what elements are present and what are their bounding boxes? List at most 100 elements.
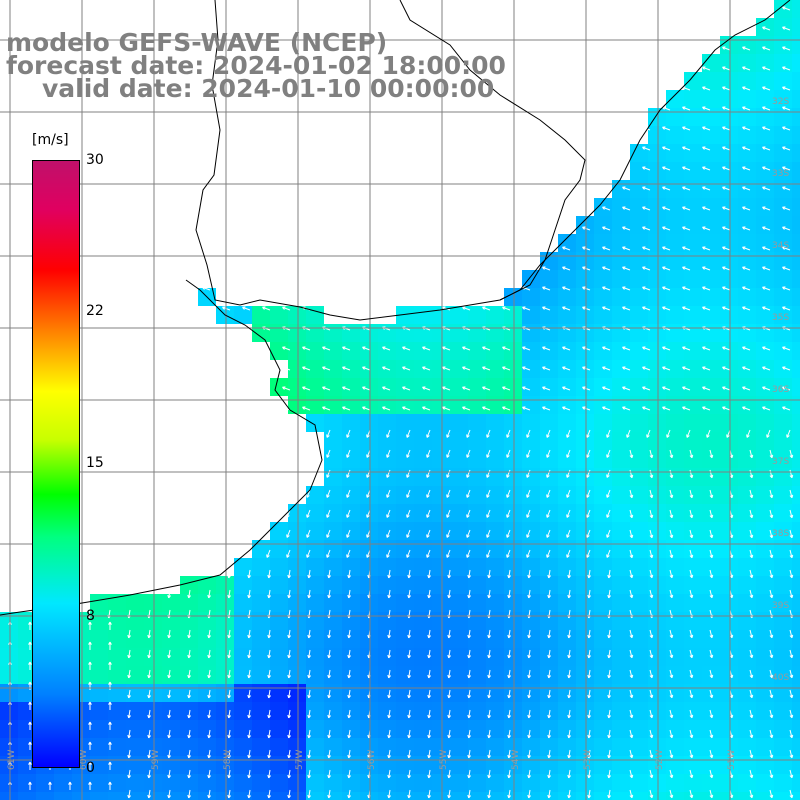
wind-arrow: [666, 429, 671, 438]
wind-arrow: [502, 406, 511, 411]
wind-cell: [360, 720, 378, 738]
wind-cell: [774, 594, 792, 612]
wind-cell: [540, 342, 558, 360]
colorbar-tick-label: 8: [86, 608, 95, 624]
wind-cell: [468, 342, 486, 360]
wind-cell: [360, 360, 378, 378]
wind-cell: [666, 288, 684, 306]
wind-cell: [756, 486, 774, 504]
wind-arrow: [522, 406, 531, 411]
wind-arrow: [522, 386, 531, 391]
wind-cell: [720, 594, 738, 612]
wind-arrow: [246, 549, 251, 558]
wind-cell: [378, 324, 396, 342]
wind-cell: [594, 270, 612, 288]
wind-arrow: [629, 569, 634, 579]
wind-cell: [234, 558, 252, 576]
wind-arrow: [702, 66, 711, 71]
wind-cell: [684, 558, 702, 576]
wind-cell: [774, 72, 792, 90]
wind-arrow: [287, 729, 291, 739]
wind-arrow: [407, 649, 411, 659]
wind-cell: [756, 504, 774, 522]
wind-cell: [540, 738, 558, 756]
wind-arrow: [706, 429, 711, 438]
wind-cell: [720, 648, 738, 666]
wind-cell: [684, 216, 702, 234]
wind-arrow: [629, 629, 634, 639]
wind-cell: [396, 396, 414, 414]
wind-arrow: [467, 769, 471, 779]
wind-arrow: [709, 469, 714, 479]
wind-arrow: [782, 386, 791, 391]
wind-arrow: [562, 386, 571, 391]
wind-arrow: [587, 649, 591, 659]
wind-cell: [630, 270, 648, 288]
wind-cell: [18, 738, 36, 756]
wind-arrow: [387, 769, 391, 779]
wind-arrow: [669, 629, 674, 639]
wind-cell: [270, 342, 288, 360]
wind-cell: [522, 414, 540, 432]
wind-cell: [774, 522, 792, 540]
wind-arrow: [629, 589, 634, 599]
wind-cell: [702, 594, 720, 612]
wind-arrow: [207, 789, 211, 799]
wind-cell: [594, 792, 612, 800]
wind-cell: [198, 792, 216, 800]
wind-arrow: [507, 769, 511, 779]
wind-arrow: [287, 589, 291, 599]
wind-cell: [630, 756, 648, 774]
wind-arrow: [446, 529, 451, 538]
wind-arrow: [722, 86, 731, 91]
wind-cell: [594, 558, 612, 576]
wind-cell: [612, 234, 630, 252]
wind-cell: [648, 738, 666, 756]
wind-cell: [342, 540, 360, 558]
wind-cell: [702, 306, 720, 324]
wind-cell: [360, 468, 378, 486]
wind-cell: [720, 702, 738, 720]
wind-cell: [162, 792, 180, 800]
wind-cell: [630, 306, 648, 324]
wind-cell: [198, 738, 216, 756]
wind-arrow: [302, 366, 311, 371]
wind-arrow: [742, 226, 751, 231]
wind-cell: [486, 612, 504, 630]
wind-cell: [576, 306, 594, 324]
wind-cell: [324, 414, 342, 432]
wind-arrow: [287, 769, 291, 779]
wind-arrow: [742, 206, 751, 211]
wind-cell: [702, 126, 720, 144]
wind-arrow: [386, 469, 391, 478]
wind-cell: [738, 396, 756, 414]
wind-cell: [720, 360, 738, 378]
wind-cell: [216, 792, 234, 800]
wind-cell: [432, 504, 450, 522]
wind-arrow: [547, 589, 551, 599]
wind-cell: [486, 594, 504, 612]
wind-arrow: [147, 769, 151, 779]
wind-arrow: [626, 429, 631, 438]
wind-cell: [90, 774, 108, 792]
wind-arrow: [446, 449, 451, 458]
wind-arrow: [562, 346, 571, 351]
wind-cell: [396, 414, 414, 432]
wind-arrow: [689, 769, 694, 779]
wind-cell: [252, 702, 270, 720]
wind-arrow: [749, 549, 754, 559]
wind-cell: [792, 234, 800, 252]
wind-cell: [288, 360, 306, 378]
wind-cell: [558, 270, 576, 288]
wind-cell: [360, 576, 378, 594]
wind-arrow: [127, 769, 131, 779]
wind-arrow: [669, 449, 674, 459]
wind-arrow: [689, 649, 694, 659]
wind-cell: [180, 738, 198, 756]
wind-cell: [720, 144, 738, 162]
wind-cell: [0, 792, 18, 800]
wind-arrow: [749, 709, 754, 719]
wind-arrow: [247, 669, 251, 679]
wind-arrow: [127, 629, 131, 639]
wind-cell: [378, 792, 396, 800]
